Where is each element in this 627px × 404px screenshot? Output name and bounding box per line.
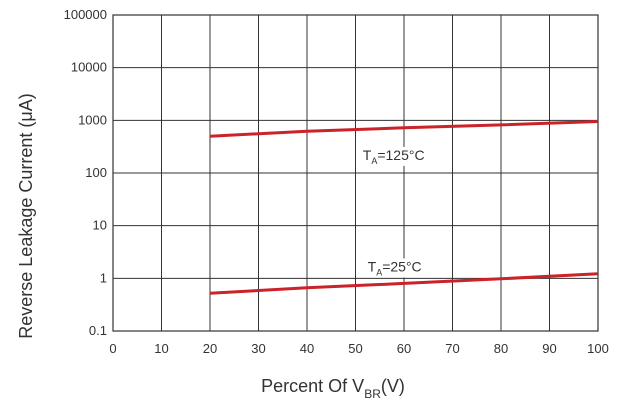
x-tick-label: 30 (251, 341, 265, 356)
y-tick-label: 1 (100, 270, 107, 285)
series-label-end: =125°C (377, 147, 424, 163)
annotation-background (360, 146, 427, 166)
x-tick-labels: 0 10 20 30 40 50 60 70 80 90 100 (109, 341, 608, 356)
x-tick-label: 60 (397, 341, 411, 356)
series-label-sub: A (371, 156, 377, 166)
series-label-25c: TA=25°C (368, 258, 422, 277)
grid-lines (112, 14, 599, 332)
series-line-1 (209, 272, 599, 295)
y-tick-label: 100 (85, 165, 107, 180)
series-group (209, 120, 599, 295)
series-label-sub: A (376, 267, 382, 277)
x-axis-title-sub: BR (364, 387, 381, 401)
annotation-background (365, 258, 424, 278)
x-tick-label: 90 (542, 341, 556, 356)
y-tick-label: 10 (93, 218, 107, 233)
series-annotations: TA=125°C TA=25°C (360, 146, 427, 278)
x-tick-label: 0 (109, 341, 116, 356)
y-tick-label: 100000 (64, 7, 107, 22)
y-tick-label: 0.1 (89, 323, 107, 338)
series-label-125c: TA=125°C (363, 147, 425, 166)
x-axis-title-main: Percent Of V (261, 376, 364, 396)
y-axis-title: Reverse Leakage Current (μA) (16, 93, 36, 338)
x-tick-label: 40 (300, 341, 314, 356)
plot-frame (112, 14, 599, 332)
x-axis-title: Percent Of VBR(V) (261, 376, 405, 401)
x-axis-title-end: (V) (381, 376, 405, 396)
x-tick-label: 20 (203, 341, 217, 356)
x-tick-label: 50 (348, 341, 362, 356)
x-tick-label: 70 (445, 341, 459, 356)
x-tick-label: 100 (587, 341, 609, 356)
y-tick-labels: 0.1 1 10 100 1000 10000 100000 (64, 7, 107, 338)
series-label-main: T (363, 147, 372, 163)
x-tick-label: 10 (154, 341, 168, 356)
y-tick-label: 1000 (78, 112, 107, 127)
series-label-main: T (368, 258, 377, 274)
series-line-0 (209, 120, 599, 138)
series-label-end: =25°C (382, 258, 421, 274)
x-tick-label: 80 (494, 341, 508, 356)
y-tick-label: 10000 (71, 60, 107, 75)
